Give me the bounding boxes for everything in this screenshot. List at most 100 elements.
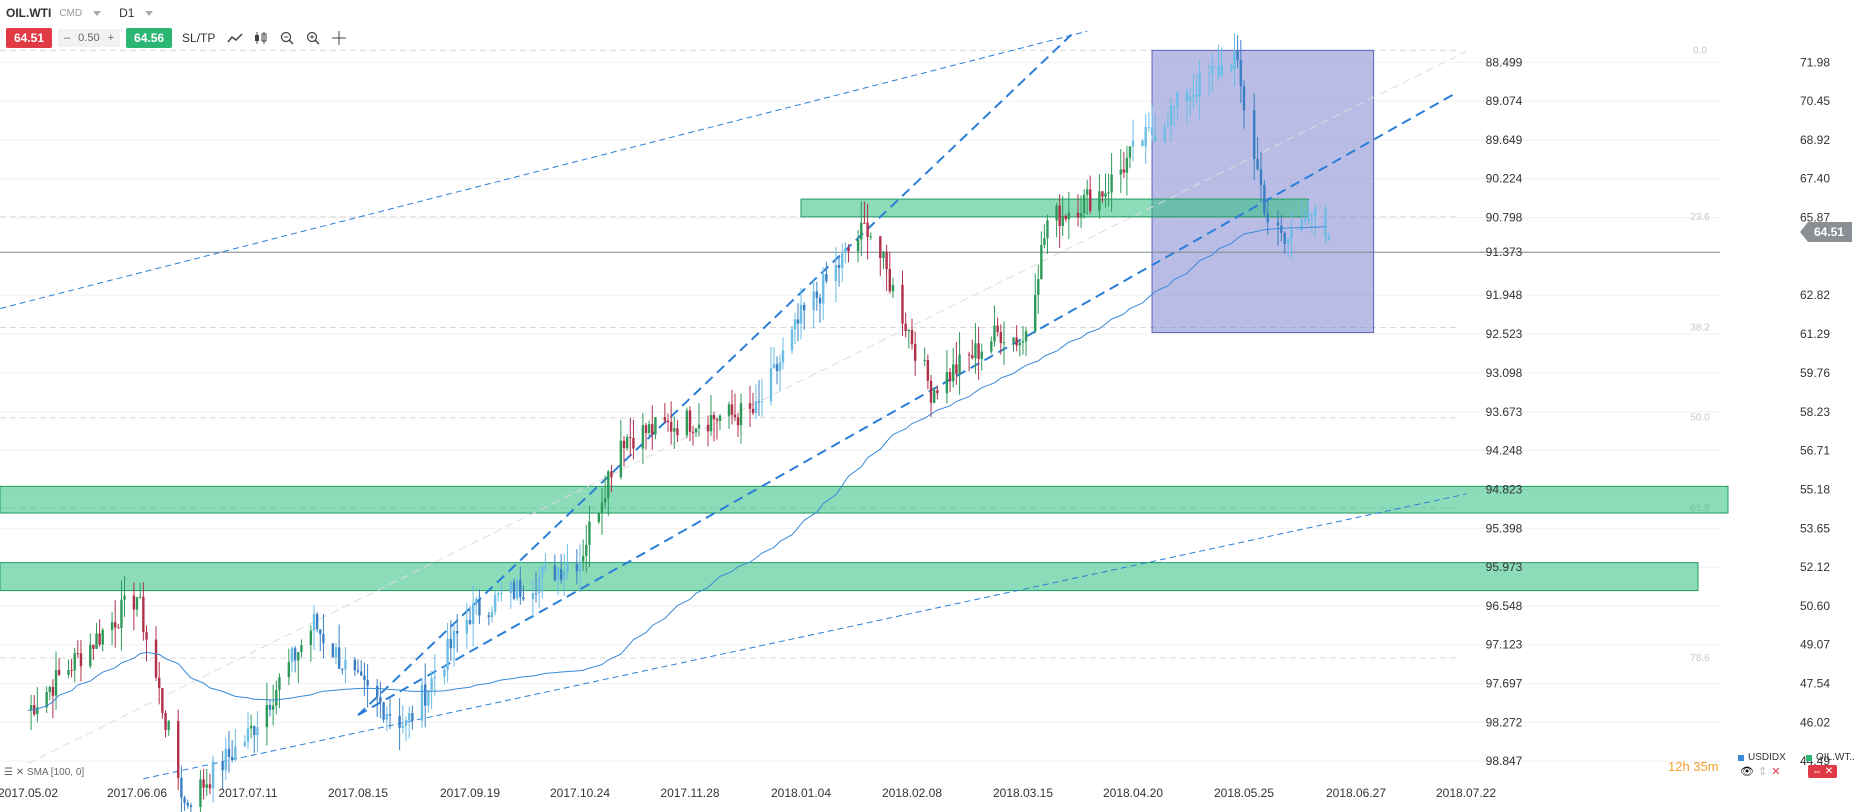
candle-body	[929, 380, 933, 403]
candle-body	[519, 580, 522, 598]
candle-body	[1089, 189, 1092, 211]
inner-channel-upper	[357, 30, 1076, 716]
candle-body	[297, 652, 300, 661]
x-axis-tick: 2017.08.15	[327, 786, 389, 800]
inner-axis-tick: 89.649	[1486, 133, 1523, 147]
candle-body	[208, 784, 212, 789]
candle-body	[1021, 341, 1025, 343]
candle-body	[509, 582, 513, 594]
eye-icon[interactable]: 👁	[1740, 766, 1754, 778]
candle-body	[772, 364, 776, 369]
candle-body	[1110, 174, 1113, 193]
candle-body	[910, 329, 914, 345]
candle-body	[955, 364, 958, 374]
candle-body	[465, 619, 468, 634]
fib-label: 23.6	[1690, 212, 1710, 223]
candle-body	[706, 424, 710, 432]
candle-body	[51, 687, 55, 696]
candle-body	[1015, 337, 1018, 346]
candle-body	[493, 594, 497, 612]
candle-body	[926, 359, 930, 381]
candle-body	[632, 438, 635, 449]
candles-icon[interactable]	[251, 28, 271, 48]
buy-button[interactable]: 64.56	[126, 28, 173, 48]
chevron-down-icon[interactable]	[93, 10, 102, 16]
candle-body	[651, 424, 654, 435]
instrument-type[interactable]: CMD	[59, 7, 83, 19]
candle-body	[1310, 214, 1314, 216]
candle-body	[1276, 222, 1280, 226]
line-chart-icon[interactable]	[225, 28, 245, 48]
candle-body	[114, 622, 117, 628]
candle-body	[748, 403, 752, 409]
candle-body	[1283, 232, 1286, 245]
x-axis-tick: 2017.10.24	[549, 786, 611, 800]
candle-body	[45, 692, 48, 708]
chevron-down-icon[interactable]	[145, 10, 154, 16]
candle-body	[341, 668, 344, 670]
candle-body	[1064, 215, 1067, 220]
volume-stepper[interactable]: – 0.50 +	[58, 29, 121, 47]
remove-series-button[interactable]: ⇔ ✕	[1808, 765, 1838, 778]
support-zone	[800, 198, 1309, 218]
candle-body	[1166, 125, 1170, 128]
candle-body	[443, 669, 446, 677]
support-zone	[0, 562, 1699, 592]
candle-body	[534, 593, 538, 595]
candle-body	[1242, 86, 1246, 111]
legend-swatch	[1738, 754, 1744, 761]
move-icon[interactable]: ⇕	[1757, 766, 1768, 778]
zoom-out-icon[interactable]	[277, 28, 297, 48]
volume-value[interactable]: 0.50	[78, 32, 100, 44]
candle-body	[420, 684, 424, 721]
candle-body	[98, 633, 101, 645]
candle-body	[825, 273, 828, 282]
x-axis-tick: 2018.02.08	[881, 786, 943, 800]
candle-body	[1141, 140, 1144, 147]
candle-body	[1034, 294, 1037, 332]
symbol-label[interactable]: OIL.WTI	[6, 6, 52, 20]
right-axis-tick: 68.92	[1800, 133, 1830, 147]
candle-body	[363, 675, 366, 681]
candle-body	[933, 390, 936, 403]
minus-icon[interactable]: –	[64, 32, 71, 44]
candle-body	[1043, 238, 1046, 246]
candle-body	[388, 714, 392, 716]
zoom-in-icon[interactable]	[303, 28, 323, 48]
legend-oilwti[interactable]: OIL.WT..	[1806, 752, 1855, 763]
candle-body	[541, 567, 544, 578]
plus-icon[interactable]: +	[107, 32, 115, 44]
candle-body	[863, 222, 866, 224]
candle-body	[224, 748, 227, 771]
legend-usdidx[interactable]: USDIDX	[1738, 752, 1786, 763]
usdidx-controls: 👁 ⇕ ✕	[1740, 765, 1780, 778]
candle-body	[1131, 140, 1135, 147]
candle-body	[322, 634, 325, 644]
menu-icon[interactable]: ☰ ✕	[4, 767, 27, 778]
candle-body	[278, 677, 281, 691]
candle-body	[629, 437, 632, 439]
candle-body	[715, 419, 719, 421]
sell-button[interactable]: 64.51	[6, 28, 53, 48]
candle-body	[1195, 94, 1198, 97]
candle-body	[452, 631, 456, 649]
inner-axis-tick: 95.398	[1486, 521, 1523, 535]
candle-body	[1119, 169, 1122, 175]
candle-body	[781, 350, 785, 363]
candle-body	[70, 670, 73, 672]
timeframe-select[interactable]: D1	[119, 6, 135, 20]
candle-body	[588, 521, 591, 545]
candle-body	[135, 597, 139, 610]
candle-body	[1214, 66, 1217, 68]
candle-body	[309, 630, 313, 646]
candle-body	[1107, 192, 1110, 194]
candle-body	[180, 777, 183, 798]
indicator-label[interactable]: ☰ ✕ SMA [100, 0]	[4, 767, 85, 778]
close-icon[interactable]: ✕	[1771, 766, 1781, 778]
candle-body	[138, 596, 142, 598]
candle-body	[790, 329, 794, 351]
candle-body	[860, 222, 863, 240]
sltp-button[interactable]: SL/TP	[182, 31, 216, 45]
crosshair-icon[interactable]	[329, 28, 349, 48]
